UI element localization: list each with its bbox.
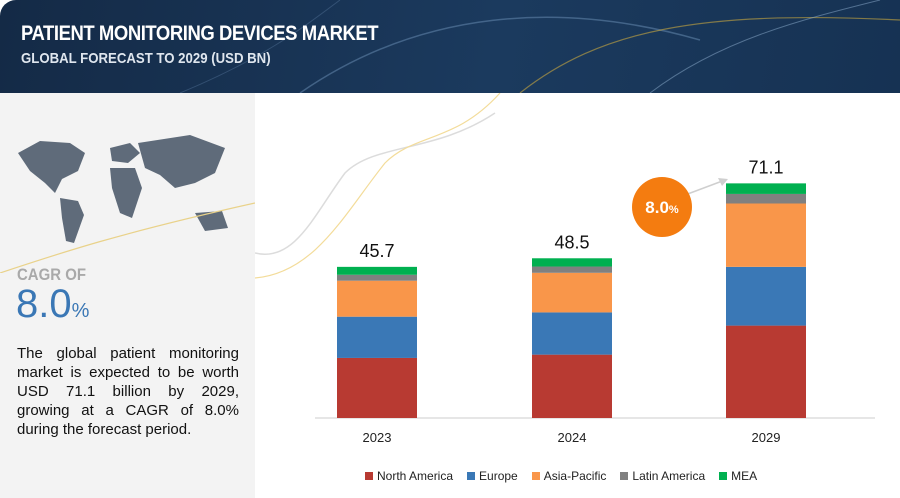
legend-item: Latin America: [620, 469, 705, 483]
growth-arrowhead: [718, 178, 728, 186]
header-banner: PATIENT MONITORING DEVICES MARKET GLOBAL…: [0, 0, 900, 93]
cagr-unit: %: [71, 300, 90, 322]
legend-swatch: [467, 472, 476, 480]
bar-segment-north-america-2024: [532, 354, 612, 418]
bar-segment-latin-america-2023: [337, 274, 417, 281]
legend-label: Europe: [479, 469, 518, 483]
bar-segment-mea-2023: [337, 266, 417, 275]
cagr-badge: [632, 177, 692, 237]
banner-decoration: [179, 0, 900, 93]
legend-swatch: [365, 472, 373, 480]
chart-subtitle: GLOBAL FORECAST TO 2029 (USD BN): [21, 50, 271, 67]
cagr-badge-text: 8.0%: [645, 198, 679, 217]
bar-segment-mea-2029: [726, 183, 806, 194]
x-tick-label: 2024: [558, 430, 587, 445]
stacked-bar-chart: 45.7 2023 48.5 2024 71.1 2029 8.0%: [255, 93, 875, 445]
legend-label: MEA: [731, 469, 758, 483]
legend: North America Europe Asia-Pacific Latin Ame…: [365, 469, 757, 483]
total-label: 45.7: [359, 241, 394, 261]
bar-segment-latin-america-2024: [532, 266, 612, 273]
growth-arrow: [684, 179, 726, 196]
legend-item: Europe: [467, 469, 518, 483]
x-tick-label: 2023: [363, 430, 392, 445]
bar-segment-north-america-2023: [337, 357, 417, 418]
bar-segment-latin-america-2029: [726, 193, 806, 204]
cagr-value: 8.0%: [16, 282, 89, 327]
market-description: The global patient monitoring market is …: [17, 345, 239, 438]
legend-label: North America: [377, 469, 454, 483]
legend-label: Latin America: [632, 469, 706, 483]
bar-segment-europe-2023: [337, 316, 417, 358]
bar-segment-asia-pacific-2029: [726, 203, 806, 267]
legend-swatch: [620, 472, 629, 480]
total-label: 48.5: [554, 232, 589, 252]
chart-title: PATIENT MONITORING DEVICES MARKET: [21, 22, 379, 45]
legend-swatch: [531, 472, 540, 480]
cagr-number: 8.0: [16, 282, 72, 326]
bar-segment-north-america-2029: [726, 325, 806, 418]
x-tick-label: 2029: [752, 430, 781, 445]
decor-line: [255, 112, 496, 256]
cagr-label: CAGR OF: [17, 265, 86, 284]
bar-segment-europe-2024: [532, 312, 612, 355]
legend-swatch: [719, 472, 728, 480]
legend-item: MEA: [719, 469, 757, 483]
bar-segment-europe-2029: [726, 266, 806, 326]
legend-item: North America: [365, 469, 453, 483]
bar-segment-mea-2024: [532, 258, 612, 267]
summary-panel: CAGR OF 8.0% The global patient monitori…: [0, 93, 255, 498]
total-label: 71.1: [748, 157, 783, 177]
legend-label: Asia-Pacific: [543, 469, 607, 483]
bar-segment-asia-pacific-2024: [532, 272, 612, 313]
legend-item: Asia-Pacific: [531, 469, 607, 483]
world-map-icon: [0, 135, 255, 273]
bar-segment-asia-pacific-2023: [337, 280, 417, 317]
decor-line: [255, 93, 501, 279]
